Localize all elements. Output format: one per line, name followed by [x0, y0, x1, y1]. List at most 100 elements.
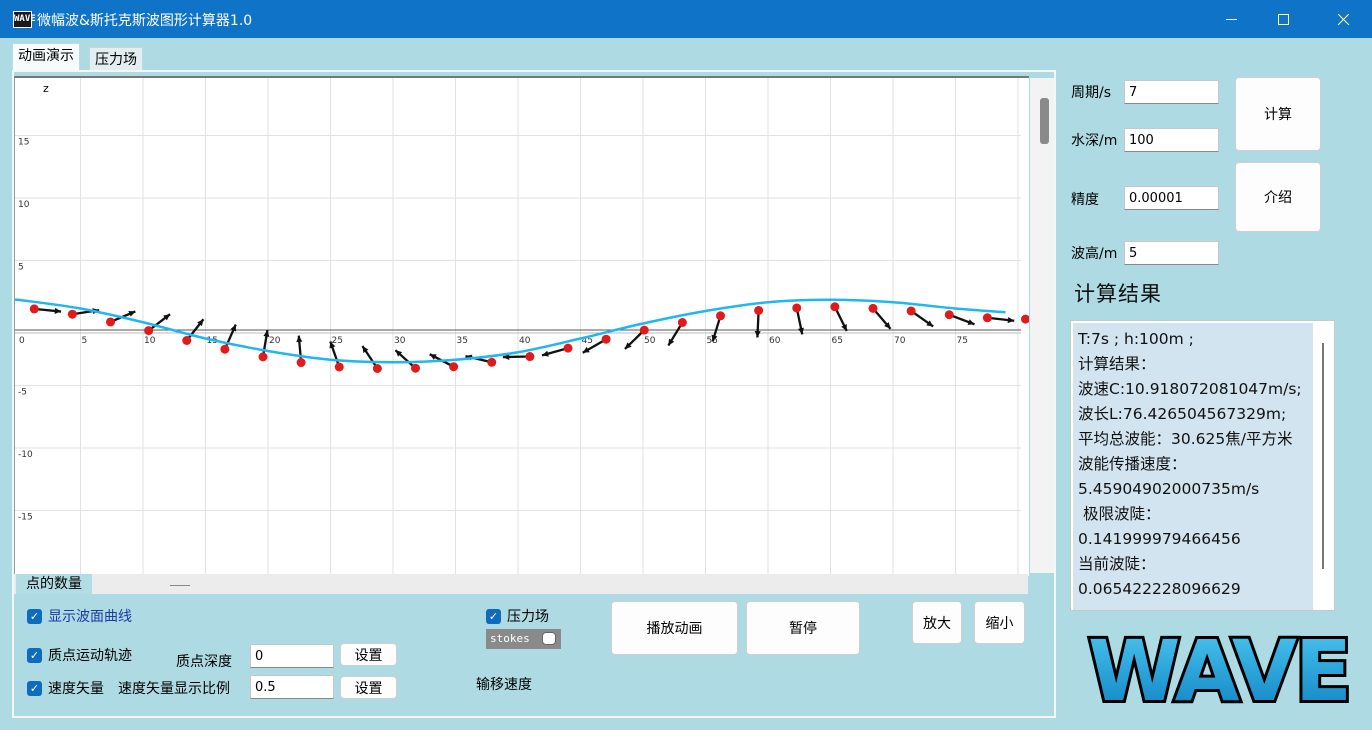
water-particle-point [220, 344, 230, 354]
title-bar: WAVE 微幅波&斯托克斯波图形计算器1.0 [0, 0, 1372, 38]
water-particle-point [868, 303, 878, 313]
velocity-arrow-head [754, 330, 761, 338]
x-tick-label: 35 [457, 336, 468, 346]
point-count-label: 点的数量 [16, 574, 92, 594]
z-axis-label: z [43, 82, 49, 95]
water-particle-point [754, 305, 764, 315]
water-particle-point [830, 302, 840, 312]
water-particle-point [372, 364, 382, 373]
vector-scale-input[interactable] [250, 675, 334, 699]
close-button[interactable] [1314, 0, 1372, 38]
water-particle-point [1021, 314, 1029, 324]
velocity-arrow-head [197, 319, 204, 327]
x-tick-label: 30 [394, 336, 406, 346]
results-textbox[interactable]: T:7s ; h:100m ; 计算结果： 波速C:10.91807208104… [1070, 320, 1335, 611]
x-tick-label: 5 [82, 336, 88, 346]
y-tick-label: 15 [18, 138, 29, 148]
velocity-arrow-head [329, 341, 336, 349]
results-scrollbar[interactable] [1322, 343, 1324, 569]
velocity-arrow-head [1007, 317, 1015, 324]
water-particle-point [411, 363, 420, 373]
water-particle-point [487, 357, 497, 367]
particle-trajectory-checkbox[interactable]: ✓ 质点运动轨迹 [27, 645, 132, 665]
tab-animation[interactable]: 动画演示 [12, 43, 80, 71]
check-icon: ✓ [27, 647, 42, 663]
minimize-button[interactable] [1226, 0, 1284, 38]
y-tick-label: 10 [18, 200, 30, 210]
velocity-arrow-head [128, 311, 136, 317]
show-curve-checkbox[interactable]: ✓ 显示波面曲线 [27, 606, 132, 626]
y-tick-label: 5 [18, 263, 24, 273]
velocity-arrow-head [926, 320, 934, 327]
wave-plot[interactable]: 15105-5-10-15051015202530354045505560657… [14, 76, 1029, 576]
pressure-field-checkbox[interactable]: ✓ 压力场 [486, 606, 549, 626]
check-icon: ✓ [27, 680, 42, 696]
maximize-button[interactable] [1256, 0, 1314, 38]
water-particle-point [792, 303, 802, 313]
water-particle-point [449, 362, 459, 372]
velocity-arrow-head [502, 353, 510, 360]
x-tick-label: 45 [582, 336, 593, 346]
zoom-in-button[interactable]: 放大 [912, 601, 962, 644]
x-tick-label: 20 [269, 336, 281, 346]
app-icon: WAVE [13, 11, 36, 28]
wave-logo: WAVE [1085, 622, 1354, 712]
set-depth-button[interactable]: 设置 [340, 643, 397, 666]
water-particle-point [29, 304, 39, 314]
x-tick-label: 10 [144, 336, 156, 346]
period-input[interactable] [1124, 80, 1219, 104]
tab-pressure-field[interactable]: 压力场 [89, 47, 143, 72]
vector-scale-label: 速度矢量显示比例 [118, 681, 230, 697]
x-tick-label: 25 [332, 336, 343, 346]
water-particle-point [639, 325, 649, 335]
wave-height-input[interactable] [1124, 241, 1219, 265]
play-animation-button[interactable]: 播放动画 [611, 601, 738, 655]
x-tick-label: 75 [957, 336, 968, 346]
particle-trajectory-label: 质点运动轨迹 [48, 648, 132, 664]
plot-vertical-scrollbar[interactable] [1030, 78, 1054, 573]
y-tick-label: -5 [18, 388, 27, 398]
pressure-field-label: 压力场 [507, 609, 549, 625]
period-label: 周期/s [1071, 85, 1112, 101]
results-text-area: T:7s ; h:100m ; 计算结果： 波速C:10.91807208104… [1073, 323, 1313, 610]
velocity-arrow-head [711, 334, 718, 342]
results-title: 计算结果 [1074, 282, 1162, 306]
x-tick-label: 65 [832, 336, 843, 346]
velocity-arrow-head [230, 324, 237, 332]
water-particle-point [601, 334, 611, 344]
stokes-toggle[interactable]: stokes [486, 629, 561, 649]
x-tick-label: 40 [519, 336, 531, 346]
velocity-arrow-head [624, 342, 632, 349]
window-title: 微幅波&斯托克斯波图形计算器1.0 [37, 13, 253, 29]
show-curve-label: 显示波面曲线 [48, 609, 132, 625]
x-tick-label: 60 [769, 336, 781, 346]
wave-height-label: 波高/m [1071, 246, 1118, 262]
water-particle-point [182, 336, 192, 345]
velocity-vector-label: 速度矢量 [48, 681, 104, 697]
velocity-arrow-head [967, 319, 975, 325]
drift-speed-label: 输移速度 [476, 677, 532, 693]
x-tick-label: 50 [644, 336, 656, 346]
wave-surface-curve [15, 298, 1006, 364]
zoom-out-button[interactable]: 缩小 [974, 601, 1025, 644]
water-particle-point [334, 362, 344, 372]
wave-plot-svg: 15105-5-10-15051015202530354045505560657… [15, 78, 1029, 576]
velocity-arrow-head [797, 327, 804, 335]
set-scale-button[interactable]: 设置 [340, 676, 397, 699]
particle-depth-input[interactable] [250, 644, 334, 668]
plot-vertical-scroll-thumb[interactable] [1040, 98, 1049, 144]
water-particle-point [67, 309, 77, 319]
compute-button[interactable]: 计算 [1235, 77, 1321, 151]
water-particle-point [944, 310, 954, 320]
depth-input[interactable] [1124, 128, 1219, 152]
water-particle-point [677, 318, 687, 327]
point-count-slider-thumb[interactable] [170, 585, 190, 586]
pause-button[interactable]: 暂停 [746, 601, 860, 655]
water-particle-point [982, 313, 992, 323]
y-tick-label: -15 [18, 513, 33, 523]
precision-input[interactable] [1124, 186, 1219, 210]
intro-button[interactable]: 介绍 [1235, 162, 1321, 232]
velocity-vector-checkbox[interactable]: ✓ 速度矢量 [27, 678, 104, 698]
point-count-slider[interactable] [14, 574, 1028, 594]
velocity-arrow-head [362, 346, 369, 353]
